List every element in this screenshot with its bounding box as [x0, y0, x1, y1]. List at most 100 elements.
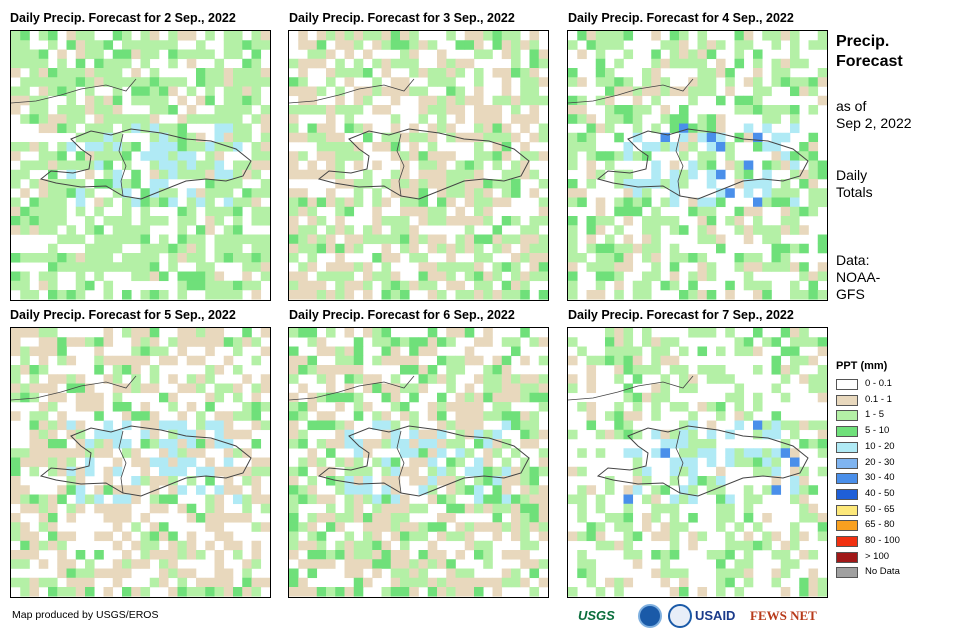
precip-cell: [464, 587, 475, 597]
precip-cell: [660, 142, 671, 152]
precip-cell: [363, 132, 373, 143]
precip-cell: [75, 280, 86, 291]
precip-cell: [94, 243, 104, 254]
precip-cell: [660, 114, 671, 124]
precip-cell: [242, 132, 252, 143]
precip-cell: [140, 206, 151, 217]
precip-cell: [353, 503, 364, 514]
precip-cell: [205, 197, 215, 208]
precip-cell: [492, 234, 503, 245]
precip-cell: [538, 531, 548, 542]
precip-cell: [186, 49, 197, 60]
precip-cell: [289, 225, 299, 235]
precip-cell: [492, 105, 503, 115]
precip-cell: [400, 531, 410, 542]
precip-cell: [455, 568, 466, 579]
precip-cell: [122, 411, 132, 421]
precip-cell: [725, 188, 735, 198]
precip-cell: [400, 577, 410, 588]
precip-cell: [418, 188, 429, 198]
precip-cell: [122, 559, 132, 569]
precip-cell: [529, 503, 540, 514]
precip-cell: [568, 68, 578, 78]
precip-cell: [520, 290, 530, 300]
precip-cell: [11, 280, 21, 291]
precip-cell: [20, 346, 30, 357]
precip-cell: [780, 448, 791, 458]
precip-cell: [492, 123, 503, 134]
precip-cell: [316, 439, 327, 449]
precip-cell: [409, 132, 419, 143]
precip-cell: [103, 169, 114, 180]
precip-cell: [529, 234, 540, 245]
precip-cell: [66, 234, 77, 245]
precip-cell: [799, 86, 809, 97]
country-border: [118, 430, 127, 494]
precip-cell: [501, 169, 512, 180]
precip-cell: [335, 197, 345, 208]
precip-cell: [233, 132, 243, 143]
precip-cell: [725, 513, 735, 523]
precip-cell: [595, 49, 606, 60]
precip-cell: [483, 337, 493, 347]
precip-cell: [353, 280, 364, 291]
precip-cell: [57, 206, 67, 217]
precip-cell: [112, 58, 123, 69]
precip-cell: [464, 160, 475, 171]
precip-cell: [223, 531, 234, 542]
precip-cell: [614, 151, 624, 161]
precip-cell: [418, 448, 429, 458]
precip-cell: [205, 280, 215, 291]
precip-cell: [679, 439, 689, 449]
precip-cell: [335, 392, 345, 403]
precip-cell: [214, 587, 225, 597]
precip-cell: [298, 225, 308, 235]
precip-cell: [353, 439, 364, 449]
precip-cell: [808, 550, 819, 560]
precip-cell: [196, 411, 206, 421]
hispaniola-coastline: [596, 128, 809, 200]
precip-cell: [289, 114, 299, 124]
precip-cell: [214, 503, 225, 514]
precip-cell: [743, 31, 754, 41]
precip-cell: [307, 206, 318, 217]
precip-cell: [326, 105, 336, 115]
precip-cell: [168, 142, 178, 152]
precip-cell: [29, 365, 40, 375]
precip-cell: [771, 457, 782, 468]
precip-cell: [20, 142, 30, 152]
precip-cell: [233, 290, 243, 300]
precip-cell: [529, 374, 540, 384]
precip-cell: [390, 86, 401, 97]
precip-cell: [140, 188, 151, 198]
precip-cell: [223, 383, 234, 394]
precip-cell: [669, 197, 680, 208]
precip-cell: [103, 355, 114, 366]
precip-cell: [57, 68, 67, 78]
precip-cell: [651, 216, 661, 226]
precip-cell: [242, 559, 252, 569]
precip-cell: [446, 132, 456, 143]
precip-cell: [679, 365, 689, 375]
precip-cell: [48, 197, 58, 208]
precip-cell: [223, 448, 234, 458]
precip-cell: [817, 439, 827, 449]
precip-cell: [372, 540, 382, 551]
precip-cell: [474, 77, 484, 87]
precip-cell: [529, 169, 540, 180]
precip-cell: [623, 411, 634, 421]
precip-cell: [103, 374, 114, 384]
precip-cell: [85, 169, 95, 180]
precip-cell: [48, 346, 58, 357]
precip-cell: [586, 216, 597, 226]
precip-cell: [808, 577, 819, 588]
precip-cell: [48, 402, 58, 412]
legend-label: 80 - 100: [865, 535, 900, 546]
precip-cell: [483, 197, 493, 208]
precip-cell: [131, 411, 141, 421]
precip-cell: [483, 179, 493, 189]
precip-cell: [390, 503, 401, 514]
precip-cell: [38, 197, 49, 208]
precip-cell: [20, 280, 30, 291]
precip-cell: [753, 197, 763, 208]
